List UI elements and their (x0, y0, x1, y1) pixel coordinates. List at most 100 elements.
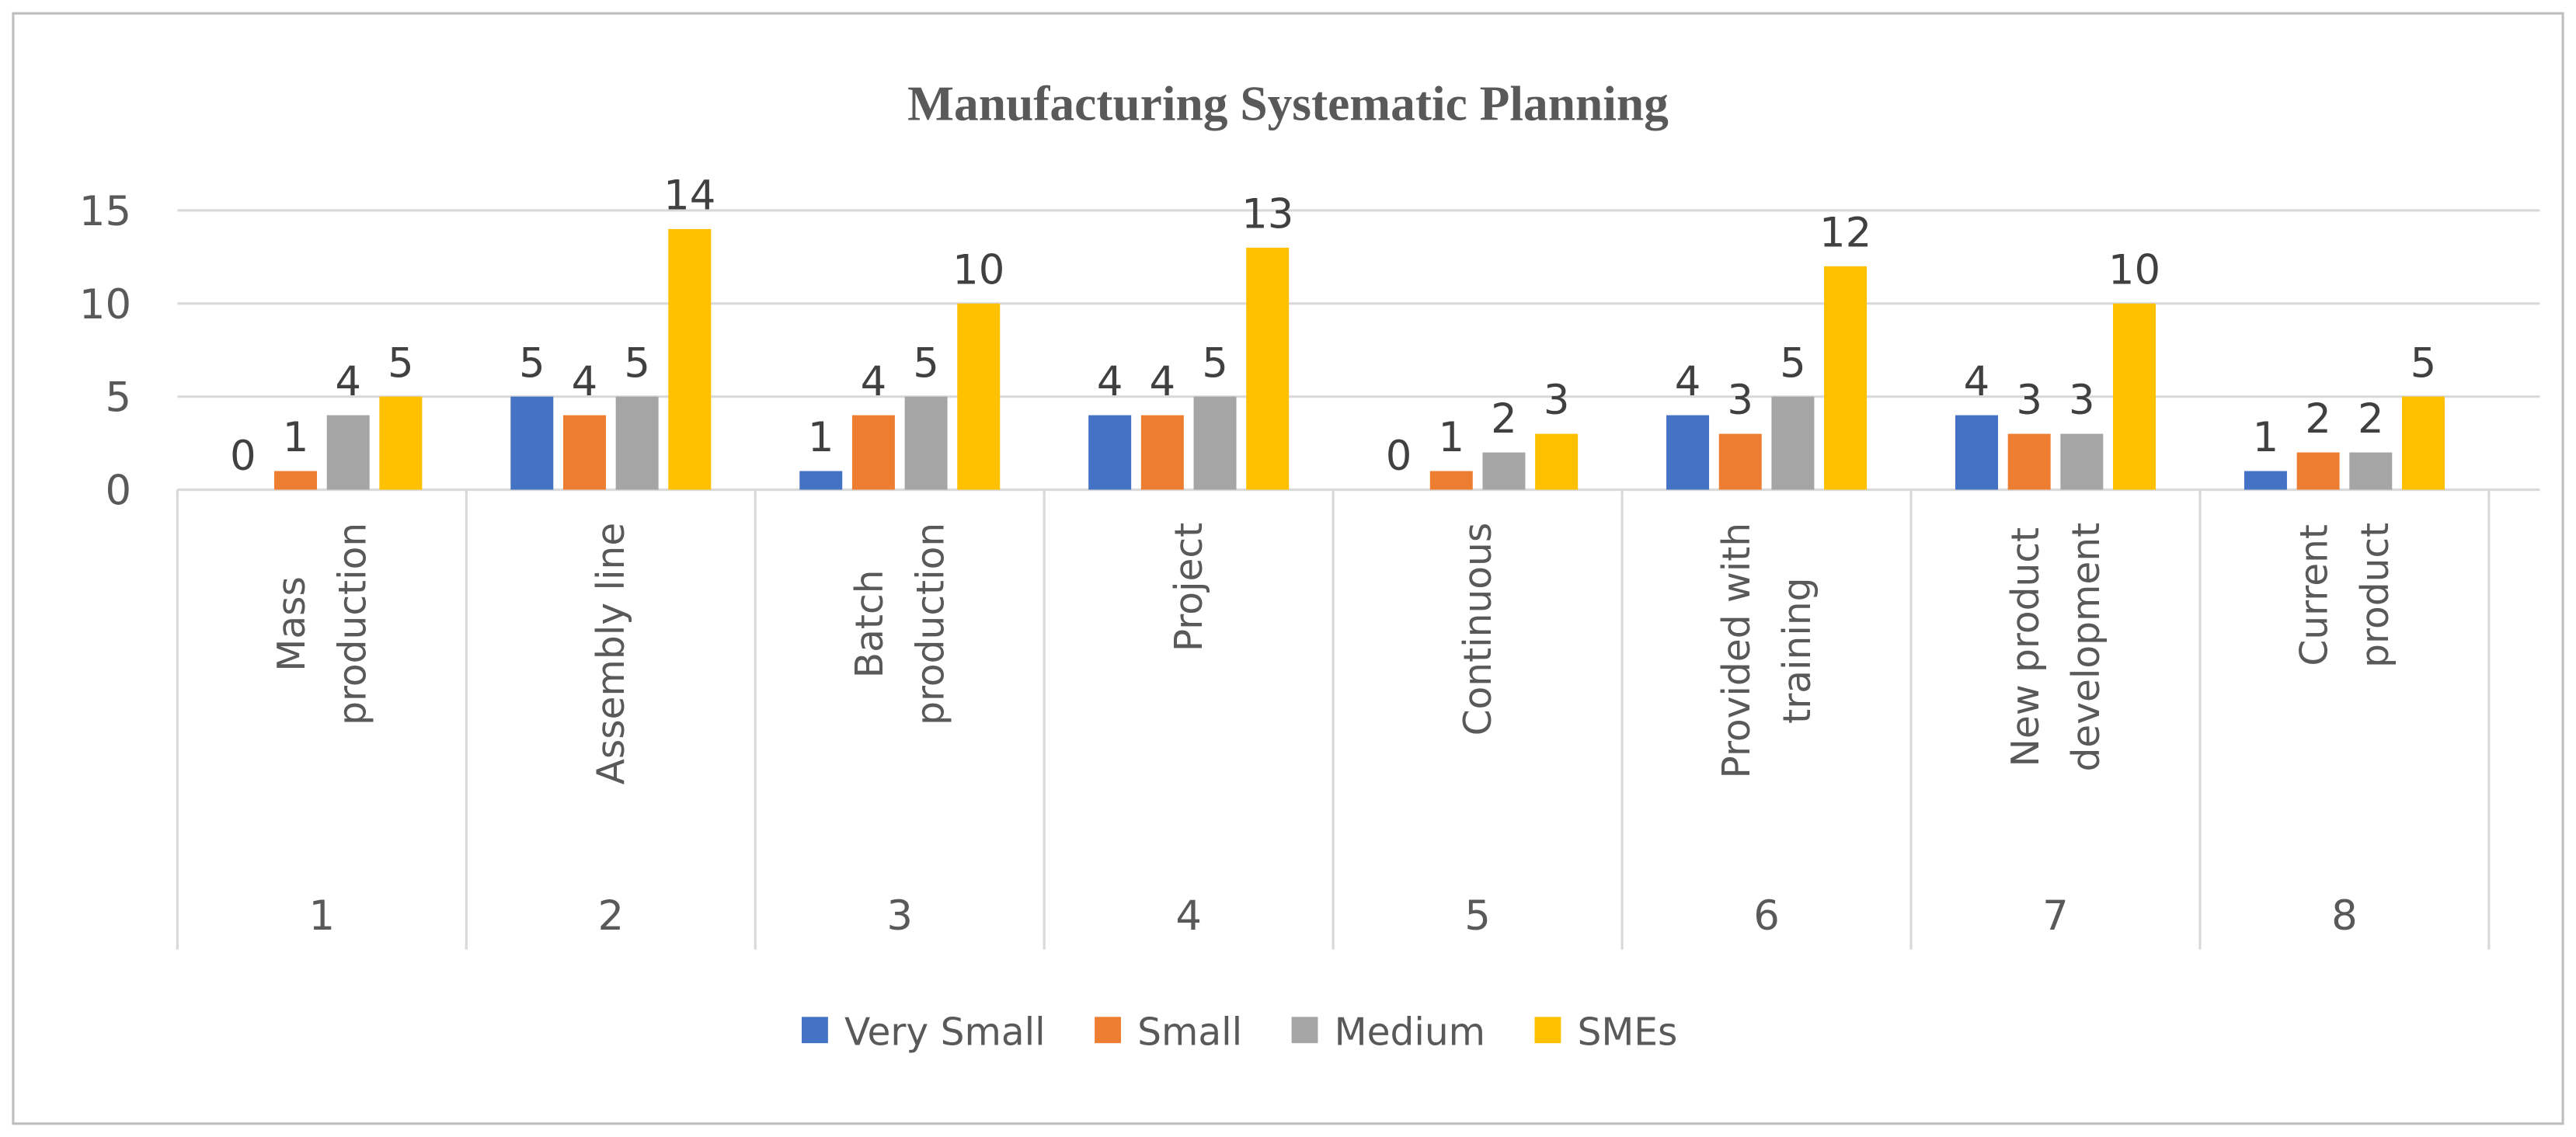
chart-title: Manufacturing Systematic Planning (907, 76, 1669, 131)
data-label: 4 (572, 358, 598, 405)
category-label: Assembly line (590, 523, 633, 785)
bar-medium (1482, 452, 1526, 490)
bar-small (851, 415, 895, 490)
data-label: 4 (1964, 358, 1990, 405)
data-label: 3 (1544, 377, 1570, 424)
data-label: 2 (1491, 395, 1517, 443)
category-number: 6 (1753, 892, 1780, 940)
category-label: Provided with (1715, 523, 1759, 779)
data-label: 4 (335, 358, 361, 405)
bar-medium (1193, 396, 1237, 490)
legend-item: SMEs (1534, 1010, 1677, 1054)
legend-swatch (1534, 1017, 1561, 1044)
legend-item: Small (1095, 1010, 1242, 1054)
y-tick-label: 15 (79, 188, 131, 235)
category-number: 2 (597, 892, 624, 940)
bar-smes (2113, 303, 2157, 490)
legend-label: SMEs (1577, 1010, 1677, 1054)
data-label: 4 (861, 358, 887, 405)
legend-swatch (1291, 1017, 1318, 1044)
bar-smes (1535, 433, 1579, 490)
bar-smes (668, 228, 712, 490)
category-number: 4 (1175, 892, 1202, 940)
data-label: 0 (1386, 433, 1412, 480)
bar-very-small (1955, 415, 1998, 490)
bar-small (562, 415, 606, 490)
bar-medium (2060, 433, 2104, 490)
data-label: 5 (519, 339, 545, 387)
data-label: 12 (1819, 210, 1871, 257)
category-number: 3 (886, 892, 913, 940)
bar-very-small (1666, 415, 1710, 490)
data-label: 5 (913, 339, 939, 387)
bar-medium (1771, 396, 1815, 490)
category-label: Batch (848, 569, 892, 678)
data-label: 4 (1675, 358, 1701, 405)
bar-smes (2401, 396, 2445, 490)
bar-medium (615, 396, 659, 490)
bar-very-small (2244, 471, 2287, 490)
bar-smes (1246, 247, 1290, 490)
bar-very-small (799, 471, 843, 490)
data-label: 4 (1150, 358, 1176, 405)
data-label: 1 (808, 414, 834, 461)
data-label: 5 (624, 339, 650, 387)
data-label: 1 (2253, 414, 2279, 461)
data-label: 10 (2108, 246, 2160, 294)
bar-small (2007, 433, 2051, 490)
chart-border (12, 12, 2564, 1125)
bar-small (1718, 433, 1762, 490)
category-number: 1 (309, 892, 336, 940)
data-label: 4 (1097, 358, 1123, 405)
legend-item: Very Small (802, 1010, 1046, 1054)
bar-small (1429, 471, 1473, 490)
category-label: Project (1168, 523, 1211, 652)
category-label: production (331, 523, 374, 725)
category-label: Mass (270, 576, 314, 671)
category-number: 8 (2331, 892, 2358, 940)
data-label: 3 (2016, 377, 2042, 424)
category-label: training (1776, 577, 1819, 723)
category-label: development (2065, 523, 2108, 772)
bar-very-small (510, 396, 554, 490)
data-label: 14 (663, 172, 715, 220)
y-tick-label: 5 (106, 374, 132, 422)
y-tick-label: 10 (79, 281, 131, 329)
category-number: 5 (1464, 892, 1491, 940)
legend-swatch (1095, 1017, 1121, 1044)
data-label: 3 (2069, 377, 2095, 424)
category-label: product (2354, 523, 2397, 668)
legend-label: Very Small (844, 1010, 1046, 1054)
bar-medium (904, 396, 948, 490)
bar-medium (2349, 452, 2393, 490)
data-label: 1 (1438, 414, 1464, 461)
legend-item: Medium (1291, 1010, 1485, 1054)
data-label: 5 (388, 339, 414, 387)
bar-smes (379, 396, 423, 490)
bar-medium (326, 415, 370, 490)
legend-label: Small (1137, 1010, 1242, 1054)
category-label: Continuous (1457, 523, 1500, 736)
data-label: 5 (1202, 339, 1228, 387)
bar-small (274, 471, 318, 490)
data-label: 2 (2305, 395, 2331, 443)
data-label: 5 (2411, 339, 2437, 387)
category-number: 7 (2042, 892, 2069, 940)
data-label: 3 (1727, 377, 1753, 424)
data-label: 1 (283, 414, 309, 461)
category-label: New product (2004, 527, 2048, 767)
data-label: 5 (1780, 339, 1806, 387)
bar-very-small (1088, 415, 1132, 490)
bar-smes (957, 303, 1001, 490)
legend-label: Medium (1335, 1010, 1485, 1054)
y-tick-label: 0 (106, 468, 132, 515)
bar-small (1140, 415, 1184, 490)
category-label: Current (2293, 524, 2337, 666)
bar-small (2296, 452, 2340, 490)
bar-smes (1824, 266, 1868, 490)
legend-swatch (802, 1017, 828, 1044)
data-label: 0 (230, 433, 256, 480)
data-label: 2 (2358, 395, 2384, 443)
data-label: 13 (1241, 191, 1293, 238)
